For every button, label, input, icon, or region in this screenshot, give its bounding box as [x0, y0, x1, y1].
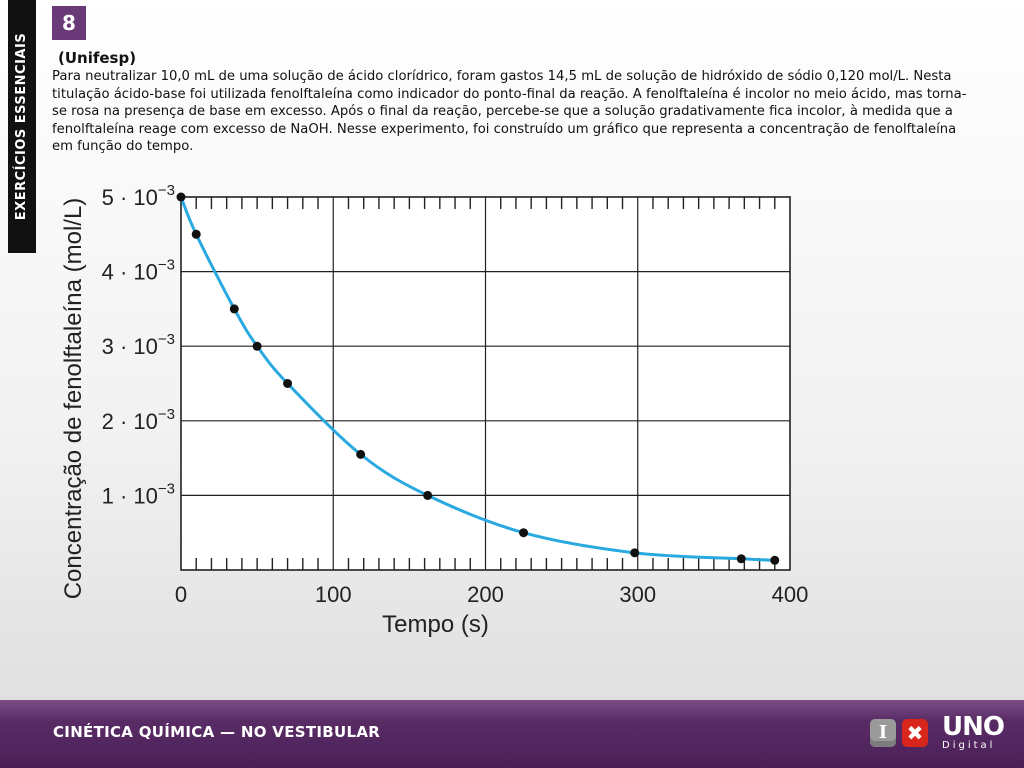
data-point [176, 192, 186, 202]
footer-title-sub: NO VESTIBULAR [240, 723, 381, 741]
digital-logo-text: Digital [942, 740, 996, 751]
info-logo-icon: I [870, 718, 896, 747]
x-tick-label: 300 [619, 582, 656, 607]
y-tick-label: 4 · 10−3 [102, 257, 175, 285]
question-statement: Para neutralizar 10,0 mL de uma solução … [52, 69, 967, 154]
data-point [283, 379, 293, 388]
data-point [770, 555, 780, 565]
decay-curve [179, 196, 775, 562]
footer-logos: I ✖ UNO Digital [870, 712, 1005, 751]
question-source: (Unifesp) [58, 49, 137, 67]
data-point [191, 229, 201, 239]
x-tick-label: 100 [315, 582, 352, 607]
x-tick-label: 400 [772, 582, 809, 607]
y-tick-label: 3 · 10−3 [102, 331, 175, 359]
x-axis-label: Tempo (s) [382, 611, 489, 638]
data-point [630, 548, 640, 558]
data-point [423, 490, 433, 500]
footer-title-separator: — [220, 723, 236, 741]
data-point [356, 449, 366, 459]
footer-title: CINÉTICA QUÍMICA — NO VESTIBULAR [53, 723, 380, 741]
y-tick-label: 5 · 10−3 [102, 182, 175, 210]
sidebar-tab: EXERCÍCIOS ESSENCIAIS [8, 0, 36, 253]
footer-title-main: CINÉTICA QUÍMICA [53, 723, 215, 741]
x-tick-label: 0 [175, 582, 187, 607]
y-axis-label: Concentração de fenolftaleína (mol/L) [60, 198, 87, 600]
x-tick-label: 200 [467, 582, 504, 607]
data-point [252, 341, 262, 351]
question-number-badge: 8 [52, 6, 86, 40]
uno-logo-text: UNO [942, 712, 1005, 742]
uno-digital-logo: UNO Digital [942, 712, 1005, 751]
concentration-chart: 0 100 200 300 400 1 · 10−3 2 · 10−3 3 · 10−3 4 ·… [60, 182, 809, 638]
data-point [229, 304, 239, 314]
y-tick-label: 2 · 10−3 [102, 406, 175, 434]
data-point [519, 528, 529, 538]
y-tick-label: 1 · 10−3 [102, 480, 175, 508]
footer-bar: CINÉTICA QUÍMICA — NO VESTIBULAR I ✖ UNO… [0, 700, 1024, 768]
data-point [736, 554, 746, 564]
x-logo-icon: ✖ [902, 718, 928, 747]
sidebar-label: EXERCÍCIOS ESSENCIAIS [14, 32, 30, 221]
plot-frame [180, 196, 791, 571]
